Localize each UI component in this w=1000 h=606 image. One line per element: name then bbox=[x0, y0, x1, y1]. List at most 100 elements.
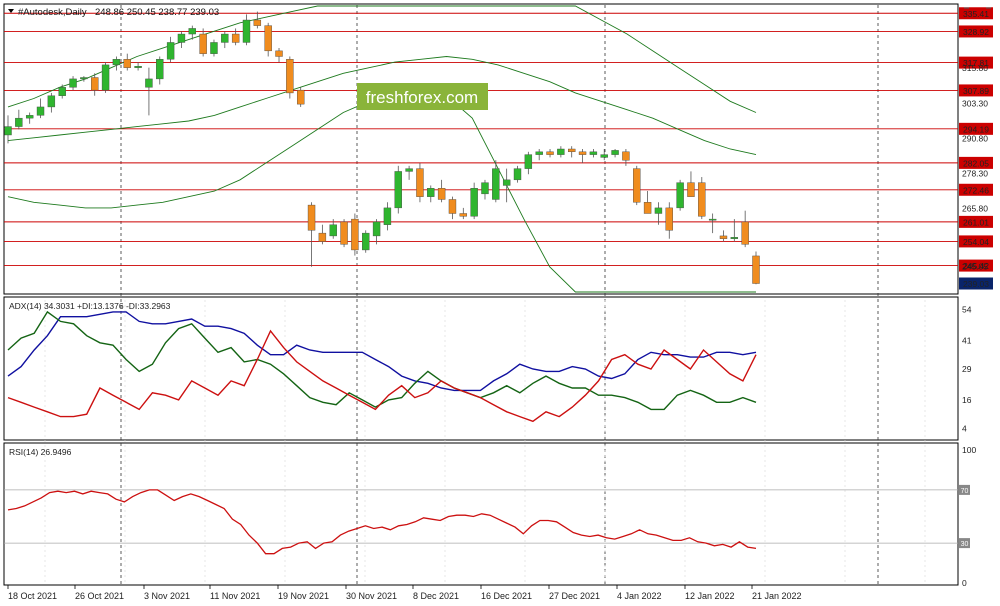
candle-body bbox=[459, 213, 468, 217]
candle-body bbox=[730, 237, 739, 239]
current-price-label: 239.03 bbox=[963, 279, 989, 289]
price-level-tag bbox=[959, 122, 993, 135]
candle-body bbox=[112, 59, 121, 66]
candle-body bbox=[394, 171, 402, 209]
grid bbox=[44, 5, 926, 584]
candle-body bbox=[633, 168, 641, 203]
candles bbox=[4, 11, 760, 285]
x-tick-label: 12 Jan 2022 bbox=[685, 591, 735, 601]
candle-body bbox=[513, 168, 522, 181]
adx-tick-label: 4 bbox=[962, 423, 967, 433]
price-level-label: 335.41 bbox=[963, 9, 989, 19]
candle-body bbox=[210, 42, 218, 54]
ohlc-label: 248.86 250.45 238.77 239.03 bbox=[95, 7, 219, 18]
candle-body bbox=[611, 150, 619, 155]
candle-body bbox=[535, 151, 543, 155]
price-level-label: 245.42 bbox=[963, 261, 989, 271]
adx-tick-label: 16 bbox=[962, 395, 972, 405]
x-tick-label: 21 Jan 2022 bbox=[752, 591, 802, 601]
price-levels: 335.41 328.92 317.81 307.89 294.19 282.05 272.… bbox=[4, 7, 993, 290]
candle-body bbox=[15, 117, 23, 127]
bollinger-bands bbox=[7, 5, 757, 293]
candle-body bbox=[568, 148, 576, 153]
candle-body bbox=[643, 202, 652, 214]
candle-body bbox=[253, 19, 262, 26]
price-level-tag bbox=[959, 259, 993, 272]
adx-lines bbox=[7, 310, 757, 423]
candle-body bbox=[91, 77, 99, 91]
candle-body bbox=[481, 182, 489, 195]
candle-body bbox=[752, 255, 760, 284]
rsi-level-tag bbox=[959, 538, 970, 549]
candle-body bbox=[589, 151, 598, 155]
candle-body bbox=[578, 151, 587, 155]
x-tick-label: 26 Oct 2021 bbox=[75, 591, 124, 601]
candle-body bbox=[416, 168, 424, 197]
candle-body bbox=[492, 168, 500, 200]
price-level-label: 317.81 bbox=[963, 58, 989, 68]
candle-body bbox=[600, 154, 608, 158]
price-level-tag bbox=[959, 25, 993, 38]
rsi-lines: 70 30 bbox=[4, 484, 970, 555]
price-tick-label: 245.05 bbox=[962, 262, 988, 272]
candle-body bbox=[296, 89, 305, 105]
x-tick-label: 11 Nov 2021 bbox=[210, 591, 260, 601]
candle-body bbox=[80, 77, 88, 80]
candle-body bbox=[502, 179, 511, 186]
price-level-label: 328.92 bbox=[963, 27, 989, 37]
candle-body bbox=[188, 28, 196, 35]
candle-body bbox=[448, 199, 457, 214]
candle-body bbox=[36, 106, 45, 116]
candle-body bbox=[362, 232, 370, 251]
candle-body bbox=[307, 204, 316, 231]
candle-body bbox=[546, 151, 554, 155]
candle-body bbox=[318, 232, 327, 242]
price-level-tag bbox=[959, 56, 993, 69]
candle-body bbox=[4, 126, 12, 136]
price-level-label: 261.01 bbox=[963, 217, 989, 227]
adx-series-ADX bbox=[7, 311, 757, 392]
candle-body bbox=[383, 207, 392, 225]
candle-body bbox=[231, 33, 240, 43]
adx-title: ADX(14) 34.3031 +DI:13.1376 -DI:33.2963 bbox=[9, 301, 171, 311]
candle-body bbox=[654, 207, 663, 214]
rsi-tick-label: 100 bbox=[962, 445, 976, 455]
candle-body bbox=[25, 115, 34, 119]
price-level-tag bbox=[959, 215, 993, 228]
x-tick-label: 4 Jan 2022 bbox=[617, 591, 662, 601]
candle-body bbox=[177, 33, 186, 43]
candle-body bbox=[134, 66, 142, 68]
rsi-level-label: 30 bbox=[961, 541, 969, 548]
symbol-label: #Autodesk,Daily bbox=[18, 7, 87, 18]
candle-body bbox=[47, 95, 56, 108]
candle-body bbox=[351, 218, 359, 251]
candle-body bbox=[340, 221, 348, 245]
price-pane-frame bbox=[3, 3, 959, 295]
candle-body bbox=[405, 168, 413, 172]
candle-body bbox=[665, 207, 673, 231]
candle-body bbox=[264, 25, 272, 52]
price-tick-label: 265.80 bbox=[962, 203, 988, 213]
x-tick-label: 30 Nov 2021 bbox=[346, 591, 397, 601]
candle-body bbox=[166, 42, 175, 60]
price-level-label: 307.89 bbox=[963, 86, 989, 96]
candle-body bbox=[101, 64, 110, 91]
rsi-series-line bbox=[7, 489, 757, 555]
price-level-label: 294.19 bbox=[963, 124, 989, 134]
price-tick-label: 278.30 bbox=[962, 168, 988, 178]
price-tick-label: 303.30 bbox=[962, 98, 988, 108]
x-tick-label: 27 Dec 2021 bbox=[549, 591, 600, 601]
candle-body bbox=[741, 221, 749, 245]
price-tick-label: 315.80 bbox=[962, 63, 988, 73]
candle-body bbox=[58, 87, 66, 96]
candle-body bbox=[275, 50, 283, 57]
current-price-tag bbox=[959, 277, 993, 290]
dropdown-triangle-icon[interactable] bbox=[8, 9, 14, 13]
adx-tick-label: 41 bbox=[962, 335, 972, 345]
rsi-level-label: 70 bbox=[961, 488, 969, 495]
price-tick-label: 290.80 bbox=[962, 133, 988, 143]
candle-body bbox=[123, 59, 131, 68]
price-level-label: 272.46 bbox=[963, 185, 989, 195]
